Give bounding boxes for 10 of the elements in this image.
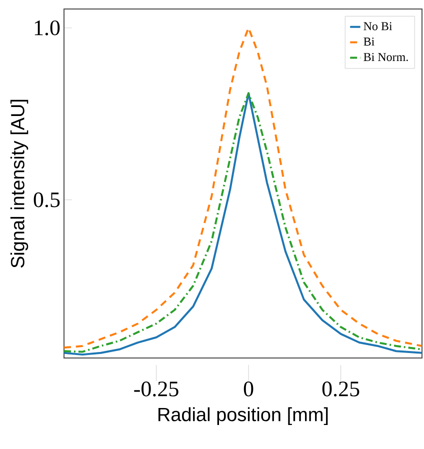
x-tick-label: 0 [244,382,254,396]
x-tick-label: 0.25 [322,382,360,396]
legend-label: No Bi [364,22,392,30]
legend-label: Bi [364,38,374,46]
legend-label: Bi Norm. [364,53,408,62]
y-tick-label: 1.0 [34,20,60,36]
y-axis-title: Signal intensity [AU] [10,100,28,268]
y-tick-label: 0.5 [34,192,60,208]
x-axis-title: Radial position [mm] [158,407,328,426]
x-tick-label: -0.25 [134,382,178,396]
